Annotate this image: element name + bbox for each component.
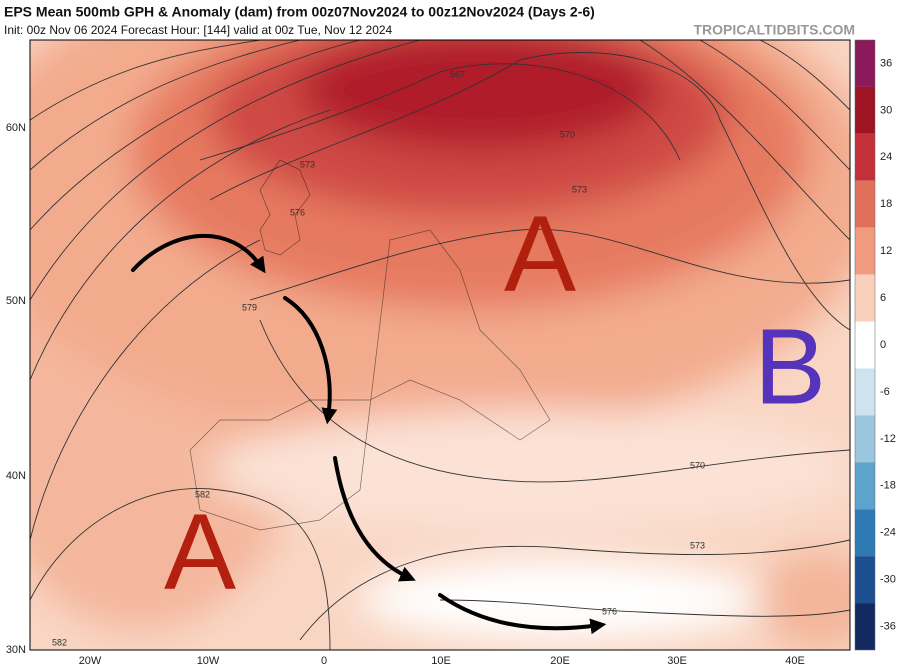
colorbar-swatch [855,368,875,416]
contour-label: 579 [242,302,257,312]
colorbar: 36 30 24 18 12 6 0 -6 -12 -18 -24 -30 -36 [854,39,896,651]
label-b: B [754,306,826,427]
contour-label: 582 [52,637,67,647]
colorbar-swatch [855,556,875,604]
colorbar-swatch [855,180,875,228]
lat-label: 60N [6,122,26,134]
lon-label: 0 [321,655,327,667]
colorbar-swatch [855,86,875,134]
colorbar-tick-label: -24 [880,527,896,539]
colorbar-tick-label: -18 [880,480,896,492]
arrow [131,234,266,274]
lon-label: 20E [550,655,570,667]
arrow [438,593,607,635]
contour-label: 576 [290,207,305,217]
colorbar-tick-label: 12 [880,245,892,257]
colorbar-tick-label: -30 [880,574,896,586]
colorbar-swatch [855,40,875,87]
colorbar-tick-label: 18 [880,198,892,210]
colorbar-frame [854,39,876,651]
colorbar-swatch [855,133,875,181]
lat-label: 30N [6,644,26,656]
colorbar-tick-label: 6 [880,292,886,304]
contour-label: 567 [450,69,465,79]
contour-label: 570 [560,129,575,139]
arrow [283,296,338,425]
contour-label: 570 [690,460,705,470]
watermark: TROPICALTIDBITS.COM [693,22,855,38]
colorbar-swatch [855,321,875,369]
colorbar-tick-label: 24 [880,151,892,163]
lon-label: 30E [667,655,687,667]
colorbar-tick-label: 30 [880,104,892,116]
label-a: A [504,193,576,314]
colorbar-tick-label: -12 [880,433,896,445]
lat-label: 40N [6,470,26,482]
map-frame [29,39,851,651]
subtitle: Init: 00z Nov 06 2024 Forecast Hour: [14… [4,23,393,37]
arrow [333,456,416,582]
title: EPS Mean 500mb GPH & Anomaly (dam) from … [4,4,595,20]
colorbar-swatch [855,415,875,463]
lon-label: 20W [79,655,102,667]
colorbar-swatch [855,274,875,322]
contour-label: 582 [195,489,210,499]
label-a: A [164,491,236,612]
colorbar-swatch [855,462,875,510]
lat-label: 50N [6,295,26,307]
contour-label: 573 [690,540,705,550]
colorbar-tick-label: 36 [880,57,892,69]
colorbar-tick-label: -36 [880,620,896,632]
contour-label: 573 [300,159,315,169]
colorbar-swatch [855,603,875,650]
contour-label: 573 [572,184,587,194]
colorbar-tick-label: -6 [880,386,890,398]
lon-label: 10W [197,655,220,667]
colorbar-swatch [855,509,875,557]
colorbar-tick-label: 0 [880,339,886,351]
colorbar-swatch [855,227,875,275]
lon-label: 40E [785,655,805,667]
map: 567 570 573 573 576 579 582 582 570 573 … [30,40,850,650]
contour-label: 576 [602,606,617,616]
lon-label: 10E [431,655,451,667]
